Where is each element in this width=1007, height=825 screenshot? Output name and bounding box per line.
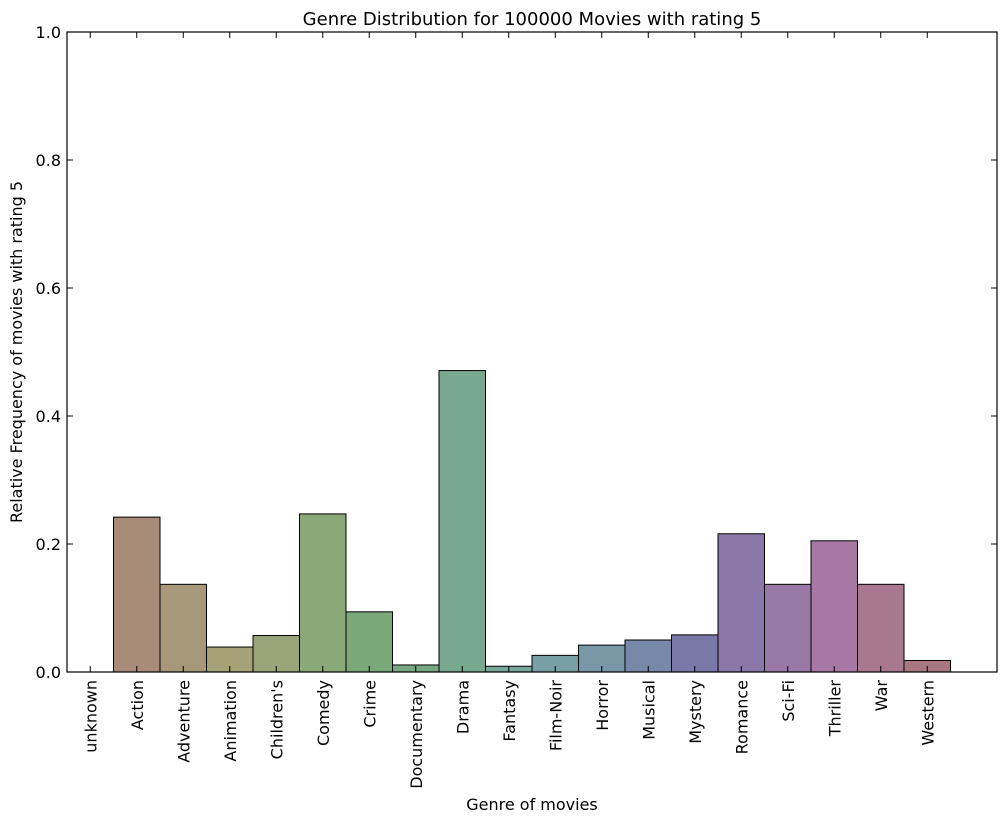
- x-tick-label: Documentary: [407, 680, 426, 789]
- x-tick-label: Children's: [267, 680, 286, 759]
- bar-mystery: [671, 634, 719, 673]
- x-tick-label: Romance: [732, 680, 751, 754]
- x-tick-label: Comedy: [314, 680, 333, 746]
- bar-adventure: [159, 583, 207, 673]
- bar-crime: [345, 611, 393, 673]
- x-tick-label: War: [872, 680, 891, 712]
- x-tick-label: Action: [128, 680, 147, 730]
- x-tick-label: Drama: [453, 680, 472, 734]
- x-tick-label: Musical: [639, 680, 658, 740]
- plot-frame: [66, 31, 998, 673]
- y-tick-label: 0.0: [36, 663, 61, 682]
- chart-title: Genre Distribution for 100000 Movies wit…: [303, 9, 762, 30]
- x-tick-label: Sci-Fi: [779, 680, 798, 722]
- bar-action: [113, 516, 161, 673]
- bar-comedy: [299, 513, 347, 673]
- x-tick-label: Adventure: [174, 680, 193, 763]
- y-tick-label: 1.0: [36, 23, 61, 42]
- y-tick-label: 0.6: [36, 279, 61, 298]
- x-tick-label: Horror: [593, 680, 612, 731]
- x-tick-label: Film-Noir: [546, 680, 565, 751]
- y-tick-label: 0.8: [36, 151, 61, 170]
- bar-children-s: [252, 635, 300, 673]
- x-tick-label: Animation: [221, 680, 240, 762]
- bar-romance: [717, 533, 765, 673]
- y-tick-label: 0.4: [36, 407, 61, 426]
- x-tick-label: Thriller: [825, 680, 844, 738]
- y-axis-label: Relative Frequency of movies with rating…: [7, 181, 26, 523]
- x-tick-label: Fantasy: [500, 680, 519, 742]
- bars-group: [113, 370, 951, 673]
- bar-drama: [438, 370, 486, 673]
- bar-thriller: [810, 540, 858, 673]
- x-tick-label: Western: [918, 680, 937, 746]
- x-tick-label: unknown: [81, 680, 100, 753]
- x-axis-label: Genre of movies: [466, 795, 598, 814]
- x-tick-label: Crime: [360, 680, 379, 728]
- bar-sci-fi: [764, 583, 812, 673]
- axis-ticks: unknown Action Adventure Animation Children'…: [36, 23, 997, 789]
- y-tick-label: 0.2: [36, 535, 61, 554]
- x-tick-label: Mystery: [686, 680, 705, 744]
- bar-war: [857, 583, 905, 673]
